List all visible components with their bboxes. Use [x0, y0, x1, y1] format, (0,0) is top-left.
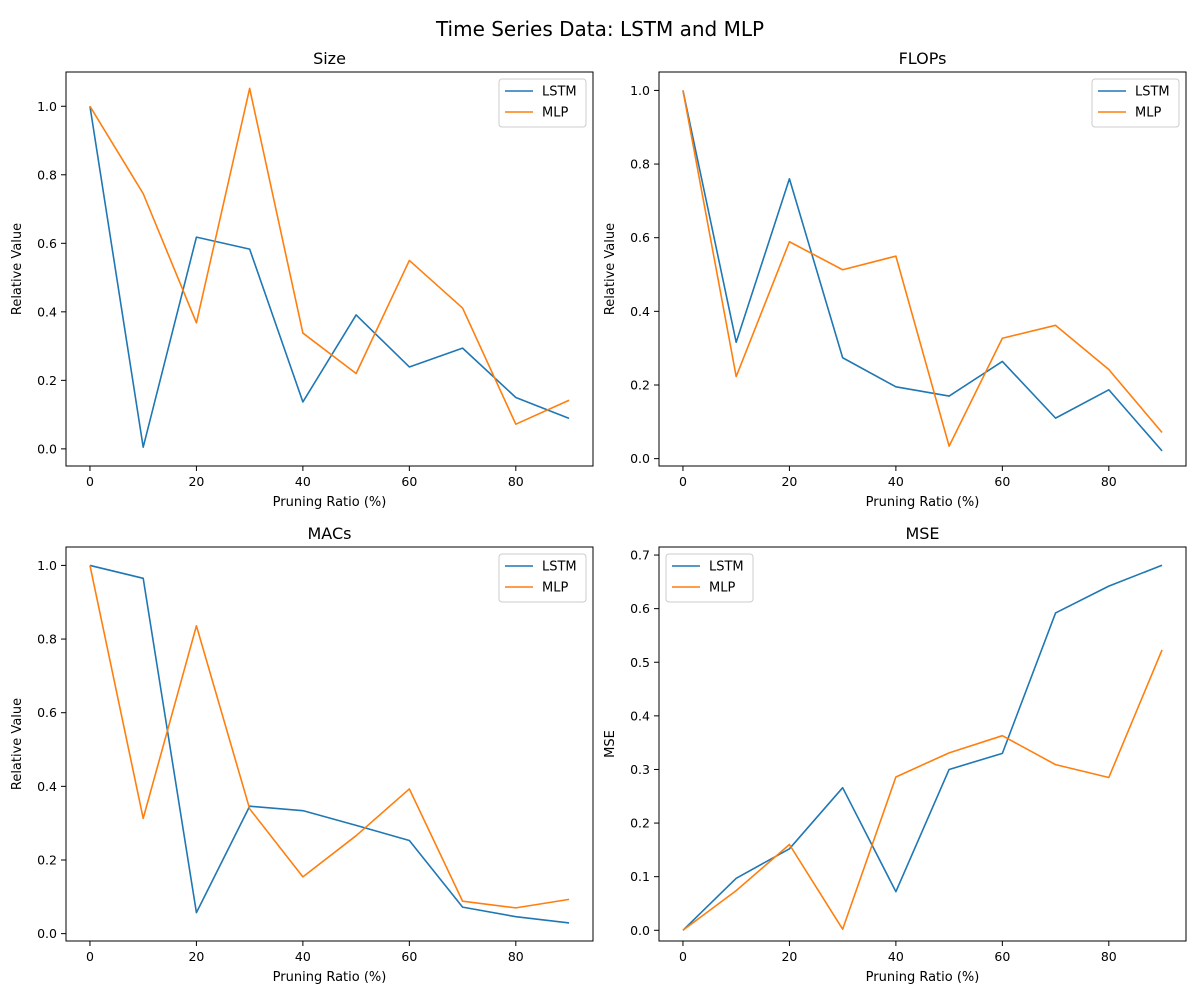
series-line-lstm — [89, 564, 570, 924]
legend: LSTM MLP — [498, 553, 587, 603]
y-axis-label: Relative Value — [10, 698, 25, 790]
x-tick-label: 60 — [994, 949, 1010, 964]
x-tick-label: 40 — [888, 949, 904, 964]
legend-label: MLP — [709, 581, 735, 596]
x-tick-label: 80 — [1101, 949, 1117, 964]
x-tick-label: 0 — [679, 474, 687, 489]
legend-label: LSTM — [1135, 85, 1170, 100]
y-tick-label: 0.6 — [630, 230, 650, 245]
y-tick-label: 0.6 — [37, 705, 57, 720]
subplot-title: Size — [313, 49, 346, 68]
x-tick-label: 20 — [781, 949, 797, 964]
y-tick-label: 0.0 — [37, 926, 57, 941]
y-tick-label: 0.8 — [630, 157, 650, 172]
x-tick-label: 60 — [401, 949, 417, 964]
y-tick-label: 0.0 — [630, 451, 650, 466]
axes-frame — [65, 71, 594, 467]
x-axis-label: Pruning Ratio (%) — [866, 970, 980, 985]
x-tick-label: 80 — [508, 949, 524, 964]
x-tick-label: 20 — [188, 474, 204, 489]
x-axis-label: Pruning Ratio (%) — [273, 495, 387, 510]
axes-frame — [65, 546, 594, 942]
y-axis-label: MSE — [603, 730, 618, 758]
series-line-lstm — [682, 564, 1163, 931]
legend-label: MLP — [542, 581, 568, 596]
y-tick-label: 0.4 — [37, 304, 57, 319]
legend-label: LSTM — [709, 560, 744, 575]
y-tick-label: 0.1 — [630, 869, 650, 884]
x-tick-label: 20 — [188, 949, 204, 964]
y-tick-label: 1.0 — [37, 558, 57, 573]
x-tick-label: 60 — [401, 474, 417, 489]
figure-title: Time Series Data: LSTM and MLP — [435, 17, 764, 41]
subplot-title: MSE — [905, 524, 939, 543]
x-tick-label: 0 — [679, 949, 687, 964]
y-tick-label: 0.6 — [630, 601, 650, 616]
x-tick-label: 0 — [86, 474, 94, 489]
x-tick-label: 40 — [295, 474, 311, 489]
series-line-mlp — [682, 90, 1163, 447]
x-axis-label: Pruning Ratio (%) — [273, 970, 387, 985]
x-axis-label: Pruning Ratio (%) — [866, 495, 980, 510]
axes-frame — [658, 71, 1187, 467]
y-tick-label: 0.3 — [630, 762, 650, 777]
x-tick-label: 0 — [86, 949, 94, 964]
series-line-mlp — [89, 565, 570, 909]
subplot-grid: Size 0 20 40 60 80 0.0 0.2 0.4 0.6 0.8 1.0 Pruning R… — [10, 49, 1187, 985]
y-tick-label: 0.4 — [630, 304, 650, 319]
y-tick-label: 0.4 — [37, 779, 57, 794]
y-tick-label: 0.8 — [37, 167, 57, 182]
legend-label: LSTM — [542, 560, 577, 575]
x-tick-label: 80 — [1101, 474, 1117, 489]
y-axis-label: Relative Value — [10, 223, 25, 315]
subplot-size: Size 0 20 40 60 80 0.0 0.2 0.4 0.6 0.8 1.0 Pruning R… — [10, 49, 594, 510]
y-tick-label: 0.8 — [37, 632, 57, 647]
x-tick-label: 40 — [295, 949, 311, 964]
x-tick-label: 80 — [508, 474, 524, 489]
axes-frame — [658, 546, 1187, 942]
y-tick-label: 0.2 — [630, 816, 650, 831]
subplot-title: MACs — [308, 524, 352, 543]
y-tick-label: 0.2 — [37, 852, 57, 867]
subplot-title: FLOPs — [899, 49, 947, 68]
series-line-mlp — [682, 649, 1163, 931]
legend: LSTM MLP — [498, 78, 587, 128]
series-line-mlp — [89, 87, 570, 426]
y-tick-label: 0.4 — [630, 708, 650, 723]
y-tick-label: 0.2 — [630, 377, 650, 392]
subplot-flops: FLOPs 0 20 40 60 80 0.0 0.2 0.4 0.6 0.8 1.0 Pruning … — [603, 49, 1187, 510]
subplot-mse: MSE 0 20 40 60 80 0.0 0.1 0.2 0.3 0.4 0.5 0.6 0.7 Prun… — [603, 524, 1187, 985]
y-tick-label: 0.2 — [37, 373, 57, 388]
y-tick-label: 1.0 — [37, 99, 57, 114]
series-line-lstm — [89, 106, 570, 448]
y-tick-label: 0.0 — [630, 923, 650, 938]
legend-label: MLP — [542, 106, 568, 121]
legend: LSTM MLP — [665, 553, 754, 603]
subplot-macs: MACs 0 20 40 60 80 0.0 0.2 0.4 0.6 0.8 1.0 Pruning R… — [10, 524, 594, 985]
series-line-lstm — [682, 90, 1163, 452]
y-tick-label: 0.6 — [37, 236, 57, 251]
legend-label: LSTM — [542, 85, 577, 100]
x-tick-label: 40 — [888, 474, 904, 489]
y-axis-label: Relative Value — [603, 223, 618, 315]
y-tick-label: 0.7 — [630, 548, 650, 563]
x-tick-label: 60 — [994, 474, 1010, 489]
x-tick-label: 20 — [781, 474, 797, 489]
legend: LSTM MLP — [1091, 78, 1180, 128]
y-tick-label: 1.0 — [630, 83, 650, 98]
legend-label: MLP — [1135, 106, 1161, 121]
y-tick-label: 0.5 — [630, 655, 650, 670]
y-tick-label: 0.0 — [37, 441, 57, 456]
